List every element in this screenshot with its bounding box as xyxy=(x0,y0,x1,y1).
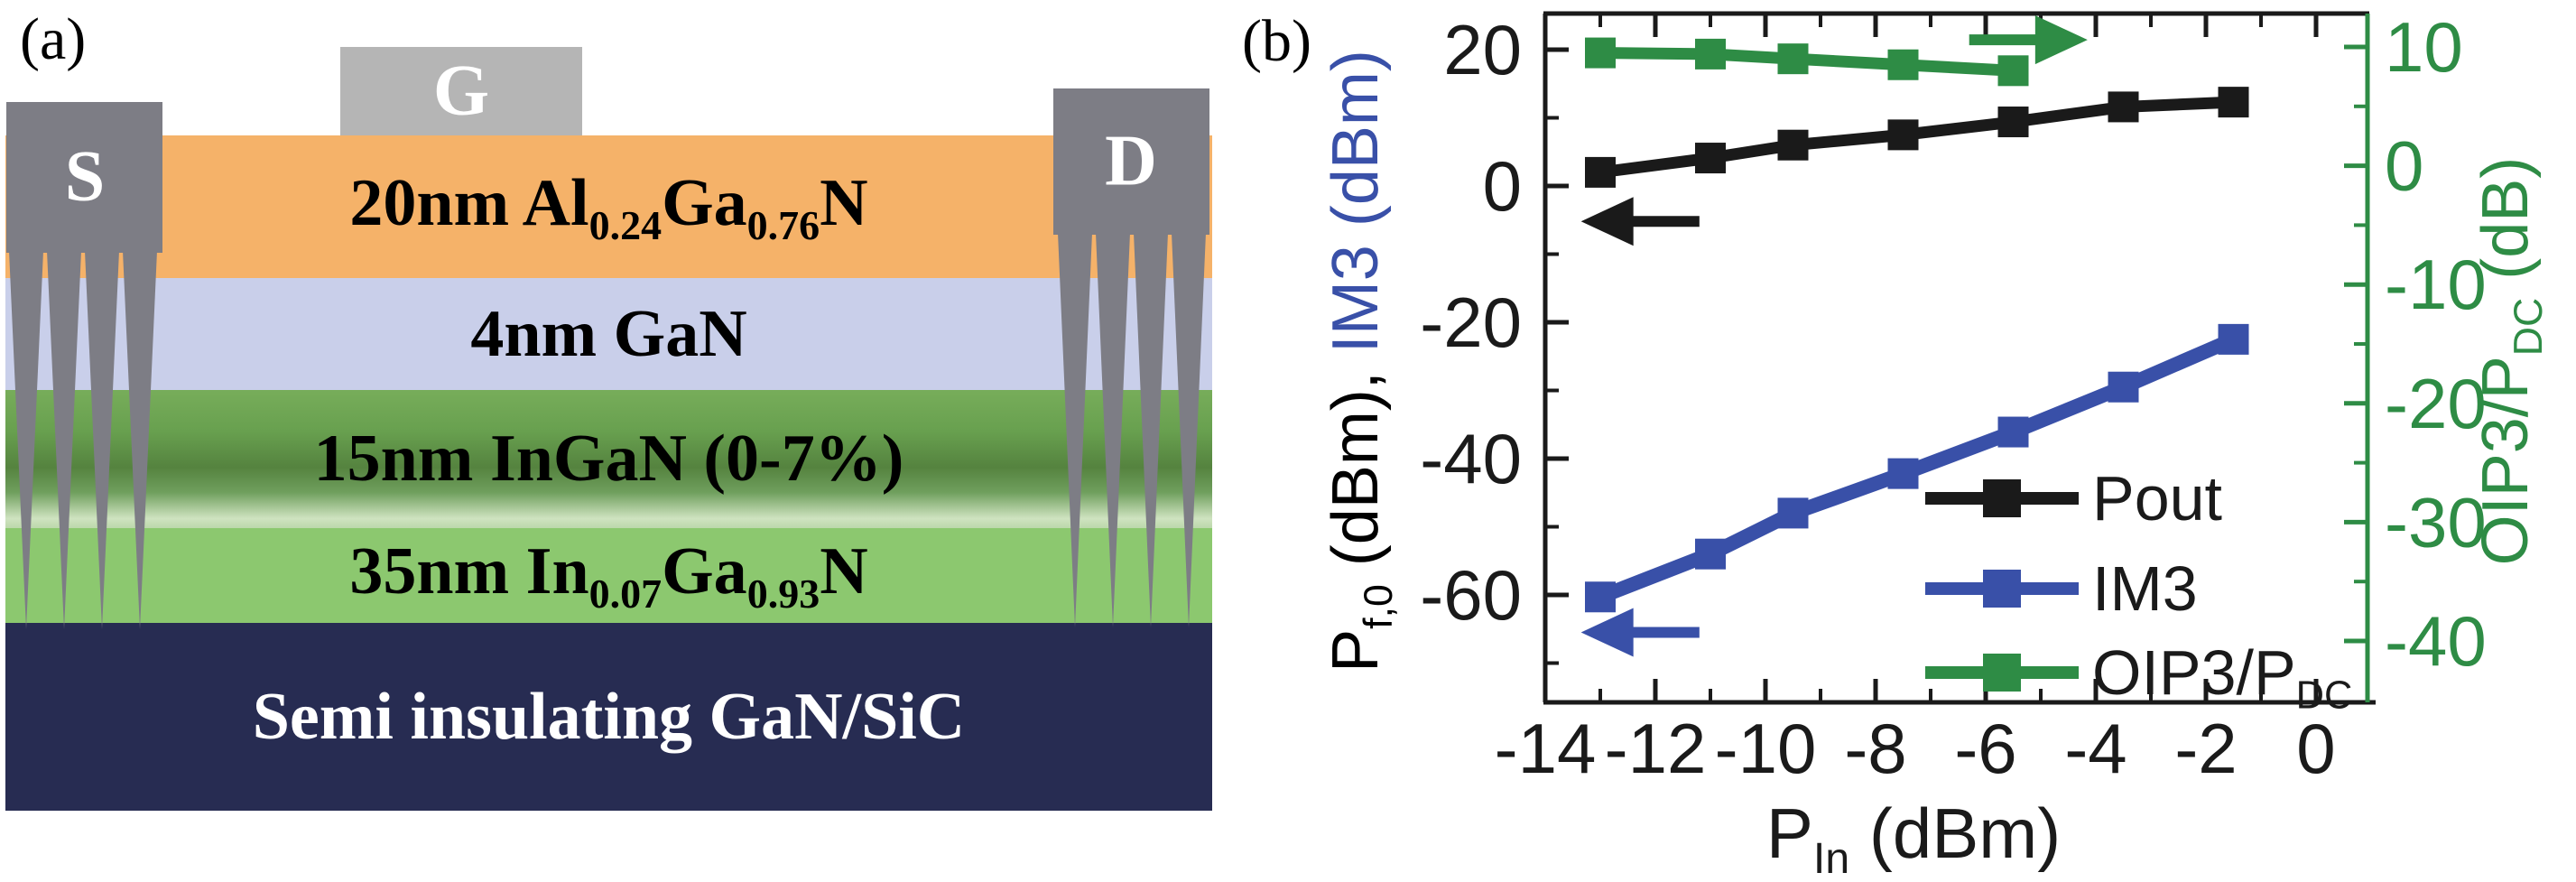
layer-ingan-channel: 15nm InGaN (0-7%) xyxy=(5,390,1212,528)
data-point-marker xyxy=(2108,91,2139,123)
left-tick-label: -20 xyxy=(1420,283,1522,362)
right-tick-label: -40 xyxy=(2385,601,2487,681)
left-tick-label: 0 xyxy=(1483,146,1522,226)
left-arrow-left xyxy=(1580,197,1700,246)
drain-label: D xyxy=(1105,121,1157,201)
panel-a-tag: (a) xyxy=(20,6,87,72)
data-point-marker xyxy=(1777,497,1809,529)
x-tick-label: -10 xyxy=(1715,709,1817,788)
legend-item-pout: Pout xyxy=(1925,463,2222,534)
layer-ingan-buffer: 35nm In0.07Ga0.93N xyxy=(5,528,1212,623)
layer-label-ingan-channel: 15nm InGaN (0-7%) xyxy=(314,421,904,497)
source-contact-shape xyxy=(6,102,162,629)
data-point-marker xyxy=(2218,87,2249,118)
legend-marker xyxy=(1983,570,2021,608)
legend-marker xyxy=(1983,654,2021,692)
label-text: N xyxy=(820,165,868,240)
label-text: 35nm In xyxy=(349,534,589,608)
drain-contact-shape xyxy=(1053,88,1209,627)
layer-substrate: Semi insulating GaN/SiC xyxy=(5,623,1212,811)
right-tick-label: 0 xyxy=(2385,126,2423,206)
data-point-marker xyxy=(1695,38,1726,70)
data-point-marker xyxy=(1997,416,2029,448)
label-text: 4nm GaN xyxy=(470,296,747,371)
label-subscript: 0.07 xyxy=(588,571,663,617)
layer-label-substrate: Semi insulating GaN/SiC xyxy=(253,679,966,756)
right-tick-label: -10 xyxy=(2385,245,2487,324)
gate-contact-shape xyxy=(340,47,582,135)
label-text: 20nm Al xyxy=(349,165,589,240)
x-tick-label: -2 xyxy=(2174,709,2237,788)
contacts-graphic xyxy=(6,88,1209,629)
label-text: Ga xyxy=(662,534,747,608)
data-point-marker xyxy=(1997,107,2029,138)
left-tick-label: -60 xyxy=(1420,555,1522,635)
legend-item-im3: IM3 xyxy=(1925,553,2198,624)
x-tick-label: -12 xyxy=(1605,709,1707,788)
data-point-marker xyxy=(1887,49,1919,80)
layer-label-gan: 4nm GaN xyxy=(470,296,746,373)
data-point-marker xyxy=(1585,156,1616,188)
left-tick-label: 20 xyxy=(1443,10,1522,89)
label-text: N xyxy=(820,534,868,608)
data-point-marker xyxy=(1997,55,2029,87)
right-tick-label: -20 xyxy=(2385,364,2487,443)
panel-b-tag: (b) xyxy=(1242,8,1311,74)
x-tick-label: -8 xyxy=(1844,709,1906,788)
layer-label-ingan-buffer: 35nm In0.07Ga0.93N xyxy=(349,534,867,617)
data-point-marker xyxy=(1585,37,1616,69)
right-arrow-right xyxy=(1969,15,2088,65)
right-tick-label: 10 xyxy=(2385,7,2463,87)
data-point-marker xyxy=(2108,371,2139,403)
x-tick-label: -14 xyxy=(1495,709,1597,788)
data-point-marker xyxy=(1887,458,1919,489)
layer-algan-barrier: 20nm Al0.24Ga0.76N xyxy=(5,135,1212,278)
data-point-marker xyxy=(1777,129,1809,161)
x-tick-label: -4 xyxy=(2064,709,2127,788)
data-point-marker xyxy=(1695,143,1726,174)
source-label: S xyxy=(64,136,106,217)
legend-label: Pout xyxy=(2092,463,2222,534)
data-point-marker xyxy=(1695,538,1726,570)
series-im3 xyxy=(1585,323,2249,613)
label-subscript: 0.93 xyxy=(746,571,820,617)
label-subscript: 0.76 xyxy=(746,201,820,248)
layer-label-algan: 20nm Al0.24Ga0.76N xyxy=(349,165,867,249)
layer-gan-spacer: 4nm GaN xyxy=(5,278,1212,390)
panel-a-device-diagram: (a) 20nm Al0.24Ga0.76N 4nm GaN 15nm InGa… xyxy=(0,0,1214,882)
series-oip3-pdc xyxy=(1585,37,2029,87)
data-point-marker xyxy=(1777,43,1809,75)
x-tick-label: 0 xyxy=(2296,709,2335,788)
x-tick-label: -6 xyxy=(1954,709,2016,788)
left-tick-label: -40 xyxy=(1420,419,1522,498)
gate-label: G xyxy=(432,51,490,131)
right-tick-label: -30 xyxy=(2385,482,2487,562)
y-axis-label-left: Pf,0 (dBm), IM3 (dBm) xyxy=(1320,50,1401,673)
series-pout xyxy=(1585,87,2249,188)
y-axis-label-right: OIP3/PDC (dB) xyxy=(2469,157,2551,566)
label-text: 15nm InGaN (0-7%) xyxy=(313,422,904,496)
label-subscript: 0.24 xyxy=(588,201,663,248)
data-point-marker xyxy=(1887,119,1919,151)
legend-item-oip3-pdc: OIP3/PDC xyxy=(1925,637,2352,717)
data-point-marker xyxy=(2218,323,2249,355)
legend-label: IM3 xyxy=(2092,553,2198,624)
label-text: Semi insulating GaN/SiC xyxy=(252,679,966,754)
legend-marker xyxy=(1983,479,2021,517)
label-text: Ga xyxy=(662,165,747,240)
left-arrow-left xyxy=(1580,608,1700,657)
x-axis-label: PIn (dBm) xyxy=(1766,794,2061,882)
legend-label: OIP3/PDC xyxy=(2092,637,2352,717)
data-point-marker xyxy=(1585,581,1616,613)
